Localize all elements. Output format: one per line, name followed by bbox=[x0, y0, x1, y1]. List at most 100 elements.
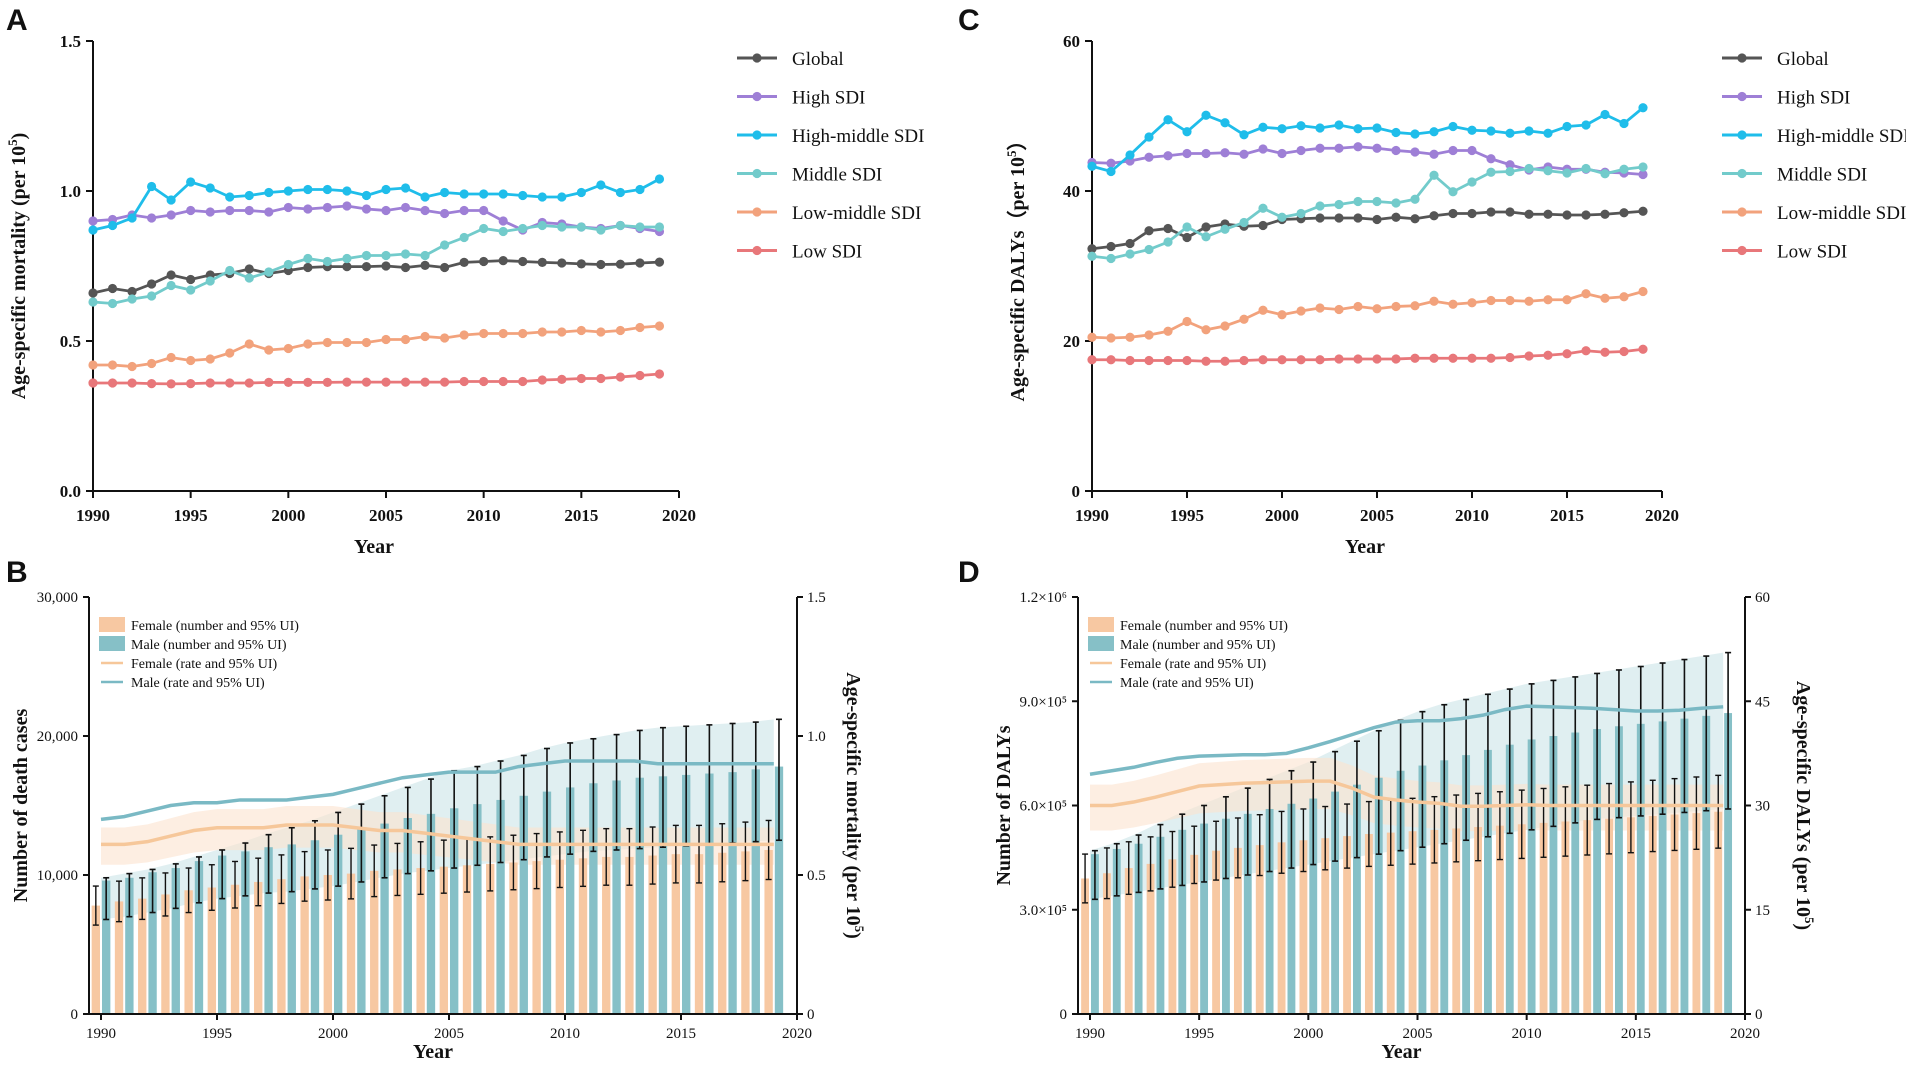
male-bar-b bbox=[380, 823, 389, 1014]
male-bar-d bbox=[1265, 808, 1274, 1014]
series-global-c-point bbox=[1391, 212, 1401, 222]
series-low-middle-sdi-c-point bbox=[1543, 295, 1553, 305]
series-middle-sdi-a-point bbox=[225, 265, 235, 276]
x-tick-label-b: 2015 bbox=[666, 1026, 696, 1042]
male-bar-b bbox=[426, 813, 436, 1014]
x-axis-title-c: Year bbox=[1345, 536, 1385, 558]
female-bar-b bbox=[578, 858, 588, 1014]
series-middle-sdi-a-point bbox=[264, 267, 274, 277]
series-low-middle-sdi-c-point bbox=[1334, 304, 1344, 315]
legend-label-a: Middle SDI bbox=[792, 165, 882, 186]
female-bar-b bbox=[370, 870, 379, 1014]
series-global-c-point bbox=[1163, 223, 1173, 234]
series-low-middle-sdi-c-point bbox=[1239, 314, 1249, 324]
male-bar-b bbox=[519, 795, 528, 1014]
series-high-middle-sdi-c-point bbox=[1258, 122, 1268, 132]
series-low-sdi-c-point bbox=[1429, 353, 1439, 363]
x-tick-label-b: 1990 bbox=[86, 1026, 116, 1042]
series-middle-sdi-a-point bbox=[186, 285, 196, 295]
series-middle-sdi-a-point bbox=[361, 250, 372, 261]
legend-marker-a bbox=[752, 245, 762, 256]
series-middle-sdi-a-point bbox=[479, 223, 489, 234]
male-bar-d bbox=[1374, 777, 1383, 1014]
series-global-a-point bbox=[381, 261, 391, 271]
series-global-a-point bbox=[635, 258, 645, 268]
male-bar-b bbox=[287, 844, 296, 1014]
male-bar-b bbox=[705, 773, 714, 1014]
series-global-c-point bbox=[1638, 206, 1648, 216]
female-bar-d bbox=[1386, 832, 1395, 1014]
series-high-sdi-c-point bbox=[1391, 145, 1401, 156]
female-bar-b bbox=[393, 869, 402, 1014]
x-tick-label-a: 2010 bbox=[467, 506, 501, 525]
female-bar-b bbox=[741, 851, 750, 1014]
series-high-sdi-a-point bbox=[440, 208, 450, 219]
series-middle-sdi-c-point bbox=[1296, 208, 1306, 219]
x-tick-label-b: 2005 bbox=[434, 1026, 464, 1042]
series-global-a-point bbox=[303, 262, 313, 273]
legend-swatch-d bbox=[1088, 636, 1114, 651]
y-left-tick-label-b: 30,000 bbox=[37, 590, 78, 606]
series-middle-sdi-a-point bbox=[537, 220, 547, 231]
y-left-tick-label-d: 6.0×10⁵ bbox=[1020, 799, 1067, 815]
series-high-sdi-c-point bbox=[1258, 144, 1268, 154]
legend-swatch-b bbox=[99, 636, 125, 651]
series-low-middle-sdi-c-point bbox=[1638, 286, 1648, 297]
series-high-middle-sdi-c-point bbox=[1391, 127, 1401, 138]
series-high-sdi-c-point bbox=[1410, 147, 1420, 157]
series-global-a-point bbox=[186, 274, 196, 285]
series-high-sdi-c-point bbox=[1201, 148, 1211, 159]
female-bar-d bbox=[1605, 818, 1613, 1014]
series-low-middle-sdi-a-point bbox=[459, 330, 469, 340]
series-high-sdi-a-point bbox=[205, 207, 215, 217]
male-bar-b bbox=[682, 774, 691, 1014]
female-bar-d bbox=[1364, 833, 1373, 1014]
series-middle-sdi-c-point bbox=[1410, 194, 1420, 204]
series-global-c-point bbox=[1505, 207, 1515, 217]
male-bar-d bbox=[1156, 836, 1165, 1014]
series-low-middle-sdi-c-point bbox=[1087, 332, 1097, 342]
series-middle-sdi-c-point bbox=[1619, 164, 1629, 174]
y-right-tick-label-b: 1.0 bbox=[807, 729, 826, 745]
series-high-middle-sdi-c-point bbox=[1448, 121, 1458, 132]
panel-c-line-chart: 0 20 40 60 1990 1995 2000 2005 2010 2015 2020 Year A… bbox=[1004, 32, 1906, 558]
x-tick-label-c: 1990 bbox=[1075, 506, 1109, 525]
series-low-middle-sdi-a-point bbox=[127, 361, 137, 372]
series-high-middle-sdi-a-point bbox=[557, 192, 567, 202]
series-high-sdi-c-point bbox=[1144, 152, 1154, 162]
series-high-middle-sdi-c-point bbox=[1410, 129, 1420, 139]
y-tick-label-a: 0.5 bbox=[60, 332, 81, 351]
series-middle-sdi-c-point bbox=[1448, 187, 1458, 197]
series-high-sdi-a-point bbox=[147, 213, 157, 223]
female-bar-d bbox=[1539, 822, 1548, 1014]
legend-label-d: Male (rate and 95% UI) bbox=[1120, 676, 1254, 691]
series-low-middle-sdi-a-point bbox=[166, 352, 176, 363]
male-bar-d bbox=[1353, 784, 1361, 1014]
y-left-tick-label-d: 9.0×10⁵ bbox=[1020, 694, 1067, 710]
series-low-middle-sdi-c-point bbox=[1163, 326, 1173, 336]
series-low-middle-sdi-a-point bbox=[400, 334, 411, 345]
series-middle-sdi-a-point bbox=[381, 250, 391, 261]
series-middle-sdi-c-point bbox=[1087, 251, 1097, 261]
series-low-sdi-a-point bbox=[283, 377, 293, 387]
y-left-tick-label-d: 0 bbox=[1060, 1007, 1068, 1023]
male-bar-b bbox=[589, 783, 598, 1014]
legend-label-b: Male (number and 95% UI) bbox=[131, 638, 287, 653]
series-high-sdi-c-point bbox=[1220, 148, 1230, 158]
female-bar-d bbox=[1430, 829, 1439, 1014]
legend-marker-a bbox=[752, 207, 762, 217]
series-global-c-point bbox=[1372, 214, 1382, 225]
series-middle-sdi-c-point bbox=[1239, 217, 1249, 228]
series-high-middle-sdi-c-point bbox=[1353, 124, 1363, 134]
legend-label-a: Low-middle SDI bbox=[792, 203, 921, 224]
series-global-a-point bbox=[518, 256, 528, 267]
male-bar-d bbox=[1571, 732, 1580, 1014]
legend-label-a: High SDI bbox=[792, 88, 865, 109]
panel-letter-c: C bbox=[958, 4, 980, 37]
series-high-middle-sdi-c-point bbox=[1486, 126, 1496, 136]
female-bar-b bbox=[161, 894, 170, 1014]
y-tick-label-a: 1.5 bbox=[60, 32, 81, 51]
series-high-middle-sdi-a-point bbox=[322, 184, 332, 195]
series-global-a-point bbox=[479, 256, 489, 267]
series-global-c-line bbox=[1091, 209, 1644, 251]
